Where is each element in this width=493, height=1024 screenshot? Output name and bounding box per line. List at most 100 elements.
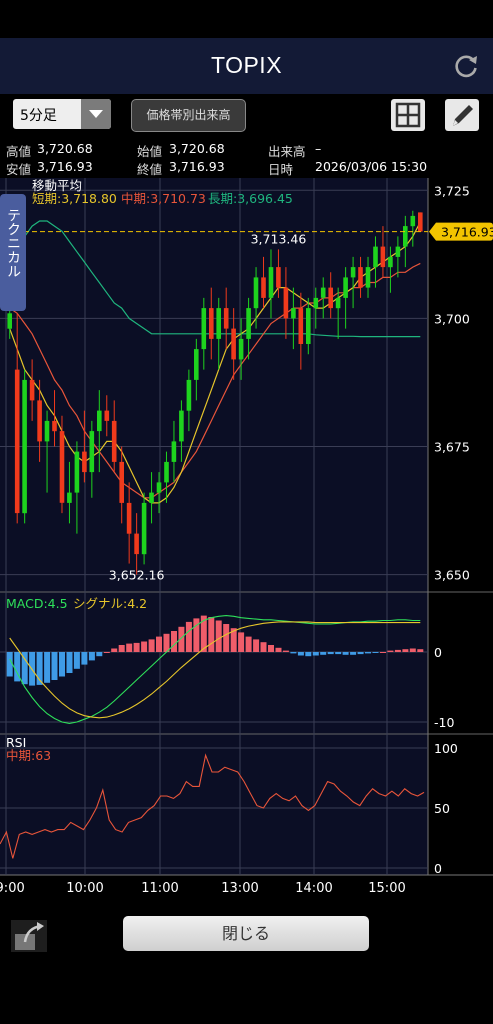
macd-histogram	[6, 615, 424, 686]
rsi-tick-label: 50	[434, 801, 450, 816]
candle-body	[156, 482, 162, 493]
macd-bar	[111, 648, 118, 652]
candle-body	[22, 379, 27, 514]
macd-bar	[193, 618, 200, 652]
macd-bar	[350, 652, 357, 655]
macd-line	[9, 615, 421, 724]
candle-body	[253, 277, 259, 309]
macd-bar	[290, 652, 297, 654]
rsi-tick-label: 0	[434, 861, 442, 876]
x-tick-label: 10:00	[66, 881, 103, 896]
candlestick-series	[7, 210, 423, 575]
signal-line	[9, 621, 421, 719]
price-annotation: 3,652.16	[109, 568, 165, 583]
macd-bar	[394, 649, 401, 652]
low-value: 3,716.93	[37, 159, 93, 174]
candle-body	[261, 277, 266, 298]
rsi-line	[0, 753, 425, 859]
macd-bar	[402, 649, 409, 652]
candle-body	[365, 267, 371, 288]
technical-tab[interactable]: テクニカル	[0, 194, 26, 311]
candle-body	[111, 420, 117, 462]
candle-body	[67, 492, 72, 503]
x-tick-label: 14:00	[295, 881, 332, 896]
candle-body	[343, 277, 348, 298]
candle-body	[37, 400, 42, 442]
legend-signal: シグナル:4.2	[73, 596, 147, 611]
status-bar	[0, 0, 493, 38]
macd-bar	[118, 645, 125, 652]
candle-body	[149, 492, 154, 503]
refresh-icon[interactable]	[452, 52, 480, 80]
candle-body	[410, 215, 416, 227]
macd-bar	[268, 645, 274, 652]
macd-bar	[238, 632, 245, 652]
x-tick-label: 15:00	[368, 881, 405, 896]
candle-body	[298, 308, 304, 344]
legend-ma-short: 短期:3,718.80	[32, 191, 117, 206]
price-tick-label: 3,725	[434, 183, 470, 198]
macd-bar	[200, 615, 207, 652]
macd-bar	[66, 652, 73, 673]
candle-body	[59, 431, 65, 503]
volume-label: 出来高	[268, 144, 306, 159]
quote-info: 高値 3,720.68 安値 3,716.93 始値 3,720.68 終値 3…	[0, 137, 493, 177]
volume-profile-button[interactable]: 価格帯別出来高	[131, 99, 246, 132]
macd-bar	[282, 650, 289, 652]
candle-body	[7, 313, 12, 329]
chart-area[interactable]: 09:00 10:00 11:00 13:00 14:00 15:00 3,725 3,700…	[0, 178, 493, 900]
candle-body	[179, 410, 184, 442]
candle-body	[328, 287, 333, 309]
price-tick-label: 3,675	[434, 440, 470, 455]
draw-button[interactable]	[445, 99, 479, 131]
macd-bar	[380, 652, 386, 653]
macd-bar	[320, 652, 327, 655]
back-icon[interactable]	[11, 920, 47, 952]
price-panel-title: 移動平均	[32, 178, 82, 193]
macd-bar	[81, 652, 88, 665]
macd-bar	[6, 652, 13, 677]
candle-body	[373, 246, 378, 268]
price-tick-label: 3,700	[434, 311, 470, 326]
macd-bar	[73, 652, 80, 669]
candle-body	[126, 502, 132, 534]
macd-bar	[133, 642, 140, 652]
layout-grid-button[interactable]	[391, 99, 425, 131]
macd-bar	[253, 639, 260, 652]
x-tick-label: 13:00	[221, 881, 258, 896]
candle-body	[313, 297, 319, 309]
legend-ma-mid: 中期:3,710.73	[121, 191, 206, 206]
candle-body	[186, 379, 192, 411]
rsi-tick-label: 100	[434, 741, 458, 756]
candle-body	[276, 267, 281, 288]
candle-body	[358, 267, 363, 288]
macd-bar	[260, 642, 267, 652]
macd-bar	[163, 633, 170, 652]
candle-body	[223, 308, 229, 329]
candle-body	[268, 267, 274, 298]
interval-select[interactable]: 5分足	[13, 99, 111, 129]
candle-body	[246, 308, 251, 339]
open-label: 始値	[137, 144, 163, 159]
page-title: TOPIX	[210, 52, 283, 78]
candle-body	[306, 308, 311, 344]
macd-bar	[357, 652, 364, 655]
rsi-series	[0, 753, 425, 859]
macd-bar	[387, 650, 394, 652]
datetime-value: 2026/03/06 15:30	[315, 159, 428, 174]
macd-bar	[417, 649, 424, 652]
candle-body	[44, 420, 50, 442]
technical-tab-label: テクニカル	[5, 208, 21, 278]
macd-bar	[245, 636, 252, 652]
close-value: 3,716.93	[169, 159, 225, 174]
chart-legends: 移動平均 短期:3,718.80 中期:3,710.73 長期:3,696.45…	[6, 178, 293, 763]
macd-bar	[372, 652, 379, 653]
close-button[interactable]: 閉じる	[123, 916, 369, 951]
candle-body	[164, 461, 169, 483]
macd-bar	[88, 652, 95, 661]
macd-bar	[148, 639, 155, 652]
macd-bar	[59, 652, 65, 677]
candle-body	[403, 226, 408, 247]
candle-body	[141, 502, 147, 555]
candle-body	[97, 410, 102, 432]
